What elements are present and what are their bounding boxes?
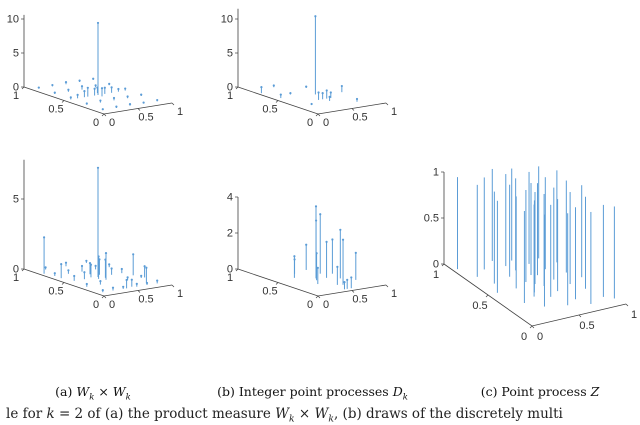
- y-tick-label: 1: [227, 90, 233, 102]
- stems: [293, 205, 357, 290]
- y-tick-label: 0: [307, 117, 313, 129]
- z-tick-label: 1: [433, 167, 439, 179]
- x-tick-label: 1: [391, 106, 397, 118]
- y-tick-label: 0: [307, 299, 313, 311]
- x-tick-label: 1: [391, 288, 397, 300]
- y-tick-label: 0: [93, 299, 99, 311]
- z-tick-label: 0: [13, 82, 19, 94]
- caption-text-segment: k: [46, 406, 55, 422]
- caption-text-segment: (a): [55, 384, 77, 399]
- z-tick-label: 10: [7, 14, 19, 26]
- z-tick-label: 0: [433, 259, 439, 271]
- stems: [42, 166, 159, 293]
- caption-text-segment: k: [125, 392, 131, 403]
- caption-text-segment: k: [402, 392, 408, 403]
- caption-text-segment: (b) Integer point processes: [217, 384, 393, 399]
- axes: [235, 196, 389, 299]
- y-tick-label: 0: [521, 331, 527, 343]
- caption-text-segment: W: [314, 406, 329, 422]
- caption-text-segment: k: [89, 392, 95, 403]
- y-tick-label: 0.5: [262, 104, 277, 116]
- z-tick-label: 5: [13, 194, 19, 206]
- z-tick-label: 0: [227, 264, 233, 276]
- y-tick-label: 0.5: [472, 300, 487, 312]
- caption-text-segment: le for: [6, 406, 47, 422]
- y-tick-label: 1: [13, 272, 19, 284]
- x-tick-label: 0.5: [138, 112, 153, 124]
- caption-text-segment: k: [289, 413, 295, 425]
- z-tick-label: 4: [227, 192, 233, 204]
- z-tick-label: 2: [227, 228, 233, 240]
- x-tick-label: 0: [109, 117, 115, 129]
- y-tick-label: 0.5: [48, 286, 63, 298]
- caption-text-segment: ×: [294, 406, 315, 422]
- axes: [21, 14, 175, 117]
- caption-text-segment: k: [328, 413, 334, 425]
- stems: [260, 15, 359, 106]
- stems: [37, 21, 159, 111]
- figure-panel-a-bottom: 0 5 0 0.5 1 0 0.5 1: [4, 152, 204, 328]
- x-tick-label: 0.5: [579, 320, 594, 332]
- figure-panel-c: 0 0.5 1 0 0.5 1 0 0.5 1: [420, 154, 640, 388]
- caption-text-segment: Z: [590, 384, 600, 399]
- y-tick-label: 0: [93, 117, 99, 129]
- figure-panel-b-top: 0 5 10 0 0.5 1 0 0.5 1: [218, 2, 418, 150]
- figure-panel-a-top: 0 5 10 0 0.5 1 0 0.5 1: [4, 2, 204, 150]
- axes: [235, 8, 389, 117]
- stems: [457, 166, 615, 307]
- caption-text-segment: W: [275, 406, 290, 422]
- y-tick-label: 1: [13, 90, 19, 102]
- x-tick-label: 1: [631, 309, 637, 321]
- x-tick-label: 0.5: [352, 294, 367, 306]
- caption-text-segment: , (b) draws of the discretely multi: [333, 406, 563, 422]
- y-tick-label: 1: [433, 269, 439, 281]
- z-tick-label: 5: [13, 48, 19, 60]
- subcaption-a: (a) Wk × Wk: [8, 384, 178, 403]
- caption-text-segment: D: [392, 384, 403, 399]
- y-tick-label: 0.5: [48, 104, 63, 116]
- x-tick-label: 0.5: [138, 294, 153, 306]
- figure-panel-b-bottom: 0 2 4 0 0.5 1 0 0.5 1: [218, 152, 418, 328]
- z-tick-label: 10: [221, 14, 233, 26]
- caption-text-segment: (c) Point process: [480, 384, 591, 399]
- axes: [441, 171, 629, 329]
- caption-text-segment: = 2 of (a) the product measure: [54, 406, 276, 422]
- x-tick-label: 1: [177, 288, 183, 300]
- x-tick-label: 1: [177, 106, 183, 118]
- subcaption-b: (b) Integer point processes Dk: [210, 384, 415, 403]
- x-tick-label: 0: [537, 331, 543, 343]
- z-tick-label: 0: [227, 82, 233, 94]
- x-tick-label: 0: [109, 299, 115, 311]
- y-tick-label: 1: [227, 272, 233, 284]
- z-tick-label: 0: [13, 264, 19, 276]
- caption-text-segment: ×: [94, 384, 113, 399]
- y-tick-label: 0.5: [262, 286, 277, 298]
- x-tick-label: 0.5: [352, 112, 367, 124]
- axes: [21, 159, 175, 299]
- x-tick-label: 0: [323, 117, 329, 129]
- z-tick-label: 0.5: [424, 213, 439, 225]
- z-tick-label: 5: [227, 48, 233, 60]
- caption-text-segment: W: [76, 384, 90, 399]
- x-tick-label: 0: [323, 299, 329, 311]
- figure-caption-fragment: le for k = 2 of (a) the product measure …: [6, 406, 638, 425]
- caption-text-segment: W: [112, 384, 126, 399]
- subcaption-c: (c) Point process Z: [440, 384, 640, 399]
